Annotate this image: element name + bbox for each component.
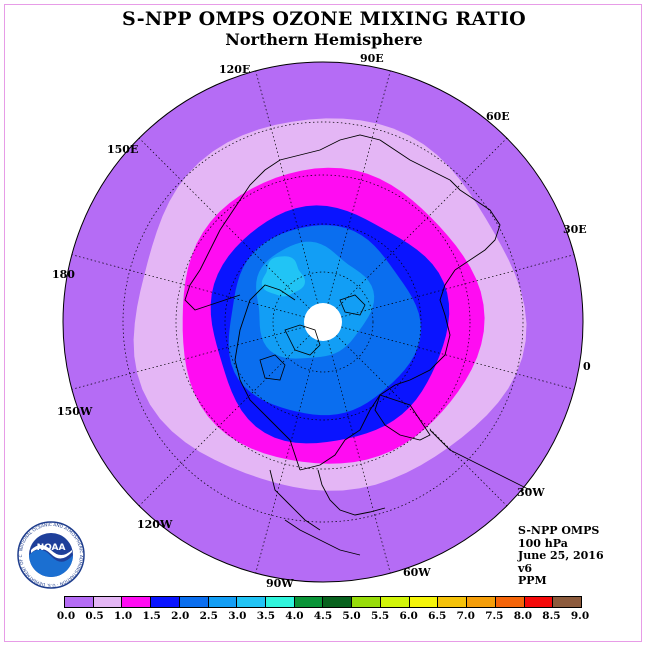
color-scale-ticks: 0.0 0.5 1.0 1.5 2.0 2.5 3.0 3.5 4.0 4.5 5.0 5.5 6.0 6… bbox=[0, 610, 648, 624]
color-swatch-12 bbox=[409, 597, 439, 607]
color-swatch-11 bbox=[380, 597, 410, 607]
color-swatch-2 bbox=[122, 597, 152, 607]
lon-label-90w: 90W bbox=[266, 577, 294, 590]
lon-label-150w: 150W bbox=[57, 405, 93, 418]
color-tick-label: 4.5 bbox=[313, 610, 333, 622]
coastline bbox=[339, 294, 366, 316]
color-swatch-14 bbox=[467, 597, 496, 607]
coastline bbox=[284, 324, 321, 356]
color-tick-label: 1.0 bbox=[113, 610, 133, 622]
color-tick-label: 8.0 bbox=[513, 610, 533, 622]
coastline bbox=[449, 179, 501, 271]
coastline bbox=[317, 469, 386, 516]
lon-label-120w: 120W bbox=[137, 518, 173, 531]
color-tick-label: 5.0 bbox=[342, 610, 361, 622]
latitude-circle bbox=[272, 271, 374, 373]
map-title: S-NPP OMPS OZONE MIXING RATIO bbox=[121, 8, 527, 30]
lon-label-30e: 30E bbox=[563, 223, 587, 236]
color-swatch-8 bbox=[294, 597, 324, 607]
logo-text: NOAA bbox=[37, 543, 66, 553]
color-tick-label: 2.5 bbox=[199, 610, 218, 622]
color-swatch-15 bbox=[495, 597, 525, 607]
info-units: PPM bbox=[518, 574, 547, 587]
coastline bbox=[429, 429, 531, 491]
coastline bbox=[234, 284, 301, 471]
map-subtitle: Northern Hemisphere bbox=[225, 30, 423, 49]
meridian-line bbox=[255, 70, 319, 304]
color-tick-label: 1.5 bbox=[142, 610, 161, 622]
color-tick-label: 9.0 bbox=[570, 610, 590, 622]
coastline bbox=[269, 469, 321, 531]
color-tick-label: 2.0 bbox=[171, 610, 190, 622]
polar-no-data bbox=[304, 303, 342, 341]
color-tick-label: 4.0 bbox=[285, 610, 304, 622]
color-swatch-17 bbox=[553, 597, 581, 607]
lon-label-30w: 30W bbox=[517, 486, 545, 499]
info-block: S-NPP OMPS 100 hPa June 25, 2016 v6 PPM bbox=[518, 524, 604, 588]
color-scale-bar bbox=[64, 596, 582, 608]
coastline bbox=[299, 134, 451, 181]
meridian-line bbox=[336, 137, 508, 309]
color-tick-label: 6.0 bbox=[399, 610, 418, 622]
meridian-line bbox=[341, 326, 575, 390]
color-tick-label: 3.5 bbox=[256, 610, 276, 622]
coastline bbox=[284, 519, 361, 556]
zone-3.0-3.5 bbox=[261, 256, 305, 297]
latitude-circle bbox=[175, 174, 471, 470]
color-tick-label: 7.0 bbox=[456, 610, 475, 622]
meridian-line bbox=[327, 340, 391, 574]
meridian-line bbox=[138, 335, 310, 507]
noaa-logo: NATIONAL OCEANIC AND ATMOSPHERIC ADMINIS… bbox=[16, 520, 85, 589]
lon-label-60w: 60W bbox=[403, 566, 431, 579]
color-swatch-1 bbox=[93, 597, 123, 607]
color-swatch-7 bbox=[266, 597, 295, 607]
latitude-circle bbox=[122, 121, 524, 523]
coastline bbox=[409, 269, 456, 381]
meridian-line bbox=[71, 326, 305, 390]
color-swatch-13 bbox=[438, 597, 468, 607]
info-level: 100 hPa bbox=[518, 536, 568, 550]
coastline bbox=[299, 379, 411, 471]
latitude-circle bbox=[224, 223, 422, 421]
color-swatch-5 bbox=[208, 597, 238, 607]
meridian-line bbox=[327, 70, 391, 304]
color-swatch-6 bbox=[237, 597, 267, 607]
color-swatch-3 bbox=[151, 597, 180, 607]
color-swatch-16 bbox=[524, 597, 554, 607]
color-tick-label: 5.5 bbox=[370, 610, 390, 622]
meridian-line bbox=[336, 335, 508, 507]
lon-label-60e: 60E bbox=[486, 110, 510, 123]
color-tick-label: 7.5 bbox=[485, 610, 504, 622]
color-tick-label: 6.5 bbox=[428, 610, 447, 622]
meridian-line bbox=[341, 254, 575, 318]
coastline bbox=[199, 154, 301, 271]
meridian-line bbox=[255, 340, 319, 574]
color-tick-label: 0.0 bbox=[56, 610, 76, 622]
info-version: v6 bbox=[518, 561, 533, 575]
lon-label-150e: 150E bbox=[107, 143, 139, 156]
info-instrument: S-NPP OMPS bbox=[518, 524, 600, 537]
color-swatch-9 bbox=[323, 597, 353, 607]
color-tick-label: 3.0 bbox=[228, 610, 247, 622]
color-swatch-0 bbox=[65, 597, 94, 607]
lon-label-120e: 120E bbox=[219, 63, 251, 76]
coastline bbox=[184, 269, 241, 311]
lon-label-90e: 90E bbox=[360, 52, 384, 65]
color-tick-label: 8.5 bbox=[542, 610, 561, 622]
figure-frame bbox=[4, 4, 642, 642]
color-tick-label: 0.5 bbox=[85, 610, 104, 622]
color-swatch-4 bbox=[179, 597, 209, 607]
lon-label-180: 180 bbox=[52, 268, 75, 281]
coastline bbox=[374, 394, 431, 441]
lon-label-0: 0 bbox=[583, 360, 591, 373]
coastline bbox=[259, 354, 286, 381]
meridian-line bbox=[71, 254, 305, 318]
color-swatch-10 bbox=[352, 597, 381, 607]
info-date: June 25, 2016 bbox=[518, 549, 604, 562]
